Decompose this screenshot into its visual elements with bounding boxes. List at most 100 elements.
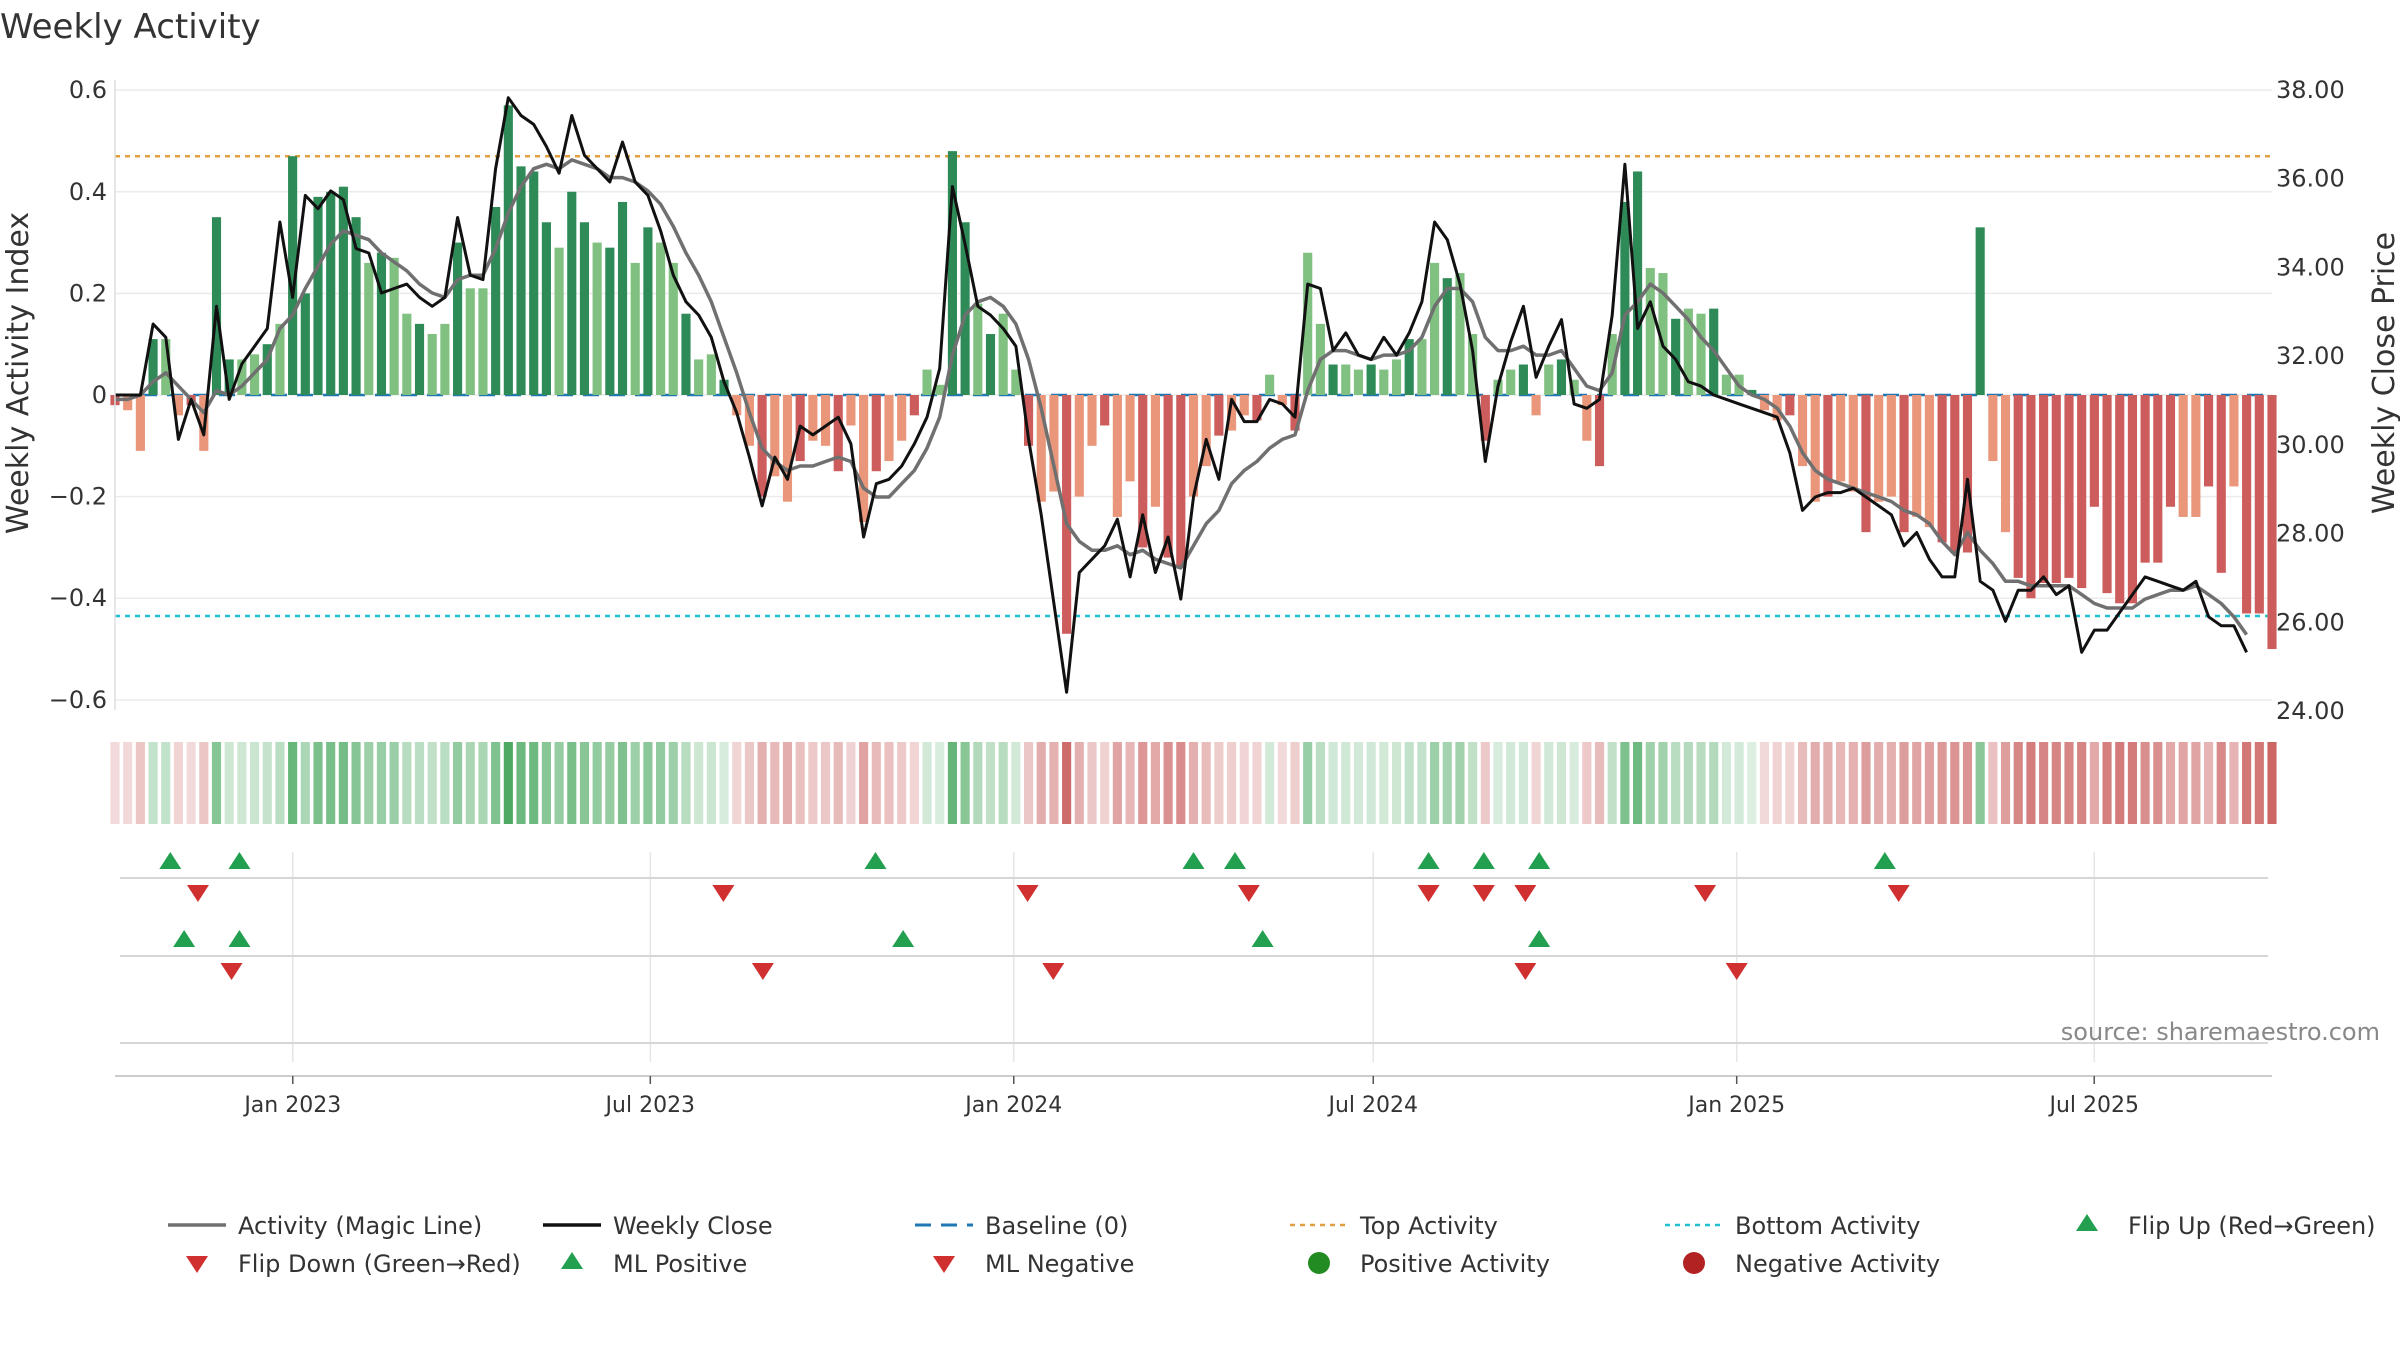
legend-item: ML Positive bbox=[561, 1250, 747, 1278]
heat-cell bbox=[2064, 742, 2074, 824]
heat-cell bbox=[1201, 742, 1211, 824]
heat-cell bbox=[1176, 742, 1186, 824]
heat-cell bbox=[2039, 742, 2049, 824]
right-tick-label: 30.00 bbox=[2276, 431, 2345, 459]
activity-bar bbox=[376, 252, 387, 395]
heat-cell bbox=[1772, 742, 1782, 824]
activity-bar bbox=[1112, 395, 1122, 517]
activity-bar bbox=[1214, 395, 1224, 436]
heat-cell bbox=[1518, 742, 1528, 824]
heat-cell bbox=[1950, 742, 1960, 824]
flip-down-marker bbox=[1417, 885, 1440, 902]
heat-cell bbox=[2216, 742, 2226, 824]
activity-bar bbox=[1125, 395, 1135, 482]
heat-cell bbox=[846, 742, 856, 824]
heat-cell bbox=[1277, 742, 1287, 824]
heat-cell bbox=[1645, 742, 1655, 824]
activity-bar bbox=[1379, 369, 1389, 395]
heat-cell bbox=[808, 742, 818, 824]
heat-cell bbox=[1366, 742, 1376, 824]
heat-cell bbox=[1620, 742, 1630, 824]
heat-cell bbox=[1011, 742, 1021, 824]
activity-bar bbox=[1658, 273, 1668, 395]
heat-cell bbox=[211, 742, 222, 824]
activity-bar bbox=[1366, 364, 1376, 395]
activity-bar bbox=[1468, 334, 1478, 395]
activity-bar bbox=[719, 379, 729, 395]
activity-bar bbox=[2178, 395, 2188, 517]
ml-negative-marker bbox=[1725, 963, 1748, 980]
flip-up-marker bbox=[864, 852, 887, 869]
heat-cell bbox=[2267, 742, 2277, 824]
activity-bar bbox=[478, 288, 488, 395]
activity-bar bbox=[884, 395, 894, 462]
activity-bar bbox=[2102, 395, 2112, 594]
heat-cell bbox=[1556, 742, 1567, 824]
activity-bar bbox=[897, 395, 907, 441]
heat-cell bbox=[1544, 742, 1554, 824]
heat-cell bbox=[453, 742, 463, 824]
left-axis: 0.6 0.4 0.2 0 −0.2 −0.4 −0.6 bbox=[49, 76, 116, 714]
activity-bar bbox=[846, 395, 856, 426]
heat-cell bbox=[1886, 742, 1896, 824]
activity-bar bbox=[1962, 395, 1973, 553]
chart-title: Weekly Activity bbox=[0, 7, 261, 47]
heat-cell bbox=[579, 742, 590, 824]
heat-cell bbox=[1379, 742, 1389, 824]
heat-cell bbox=[732, 742, 742, 824]
activity-bar bbox=[2013, 395, 2023, 578]
heat-cell bbox=[110, 742, 120, 824]
heat-cell bbox=[617, 742, 628, 824]
activity-bar bbox=[1594, 395, 1605, 467]
heat-cell bbox=[1150, 742, 1161, 824]
activity-bar bbox=[364, 262, 374, 395]
heat-cell bbox=[2191, 742, 2201, 824]
activity-bar bbox=[1797, 395, 1808, 467]
legend-label: Baseline (0) bbox=[985, 1212, 1128, 1240]
activity-bar bbox=[2051, 395, 2061, 583]
heat-cell bbox=[1696, 742, 1706, 824]
activity-bar bbox=[833, 395, 843, 472]
activity-bar bbox=[2191, 395, 2201, 517]
activity-bar bbox=[2064, 395, 2074, 578]
activity-bar bbox=[1150, 395, 1161, 507]
heat-cell bbox=[173, 742, 184, 824]
heat-cell bbox=[1404, 742, 1414, 824]
legend-label: Bottom Activity bbox=[1735, 1212, 1920, 1240]
heat-cell bbox=[2013, 742, 2023, 824]
activity-bar bbox=[1912, 395, 1922, 517]
activity-bar bbox=[1011, 369, 1021, 395]
activity-bar bbox=[1049, 395, 1059, 492]
activity-bar bbox=[1036, 395, 1046, 502]
legend-label: ML Positive bbox=[613, 1250, 747, 1278]
flip-up-marker bbox=[1873, 852, 1896, 869]
heat-cell bbox=[199, 742, 209, 824]
activity-bar bbox=[973, 303, 983, 395]
flip-up-marker bbox=[159, 852, 182, 869]
activity-bar bbox=[1353, 369, 1364, 395]
heat-cell bbox=[516, 742, 526, 824]
heat-cell bbox=[1480, 742, 1490, 824]
activity-bar bbox=[1582, 395, 1592, 441]
ml-positive-marker bbox=[1251, 930, 1274, 947]
activity-bar bbox=[1899, 395, 1909, 533]
heat-cell bbox=[491, 742, 501, 824]
activity-bar bbox=[643, 227, 653, 395]
heat-cell bbox=[1328, 742, 1338, 824]
source-attribution: source: sharemaestro.com bbox=[2061, 1018, 2380, 1046]
heat-cell bbox=[1214, 742, 1224, 824]
heat-cell bbox=[389, 742, 399, 824]
heat-cell bbox=[820, 742, 831, 824]
signal-panel bbox=[115, 852, 2272, 1077]
heat-cell bbox=[1531, 742, 1541, 824]
legend-swatch bbox=[1683, 1252, 1705, 1274]
heat-cell bbox=[1734, 742, 1744, 824]
heat-cell bbox=[148, 742, 158, 824]
heat-cell bbox=[1506, 742, 1516, 824]
activity-bar bbox=[1062, 395, 1072, 634]
activity-bar bbox=[694, 359, 704, 395]
legend: Activity (Magic Line) Weekly Close Baselin… bbox=[168, 1212, 2376, 1278]
activity-bar bbox=[2089, 395, 2099, 507]
activity-bar bbox=[1836, 395, 1846, 482]
activity-bar bbox=[1544, 364, 1554, 395]
